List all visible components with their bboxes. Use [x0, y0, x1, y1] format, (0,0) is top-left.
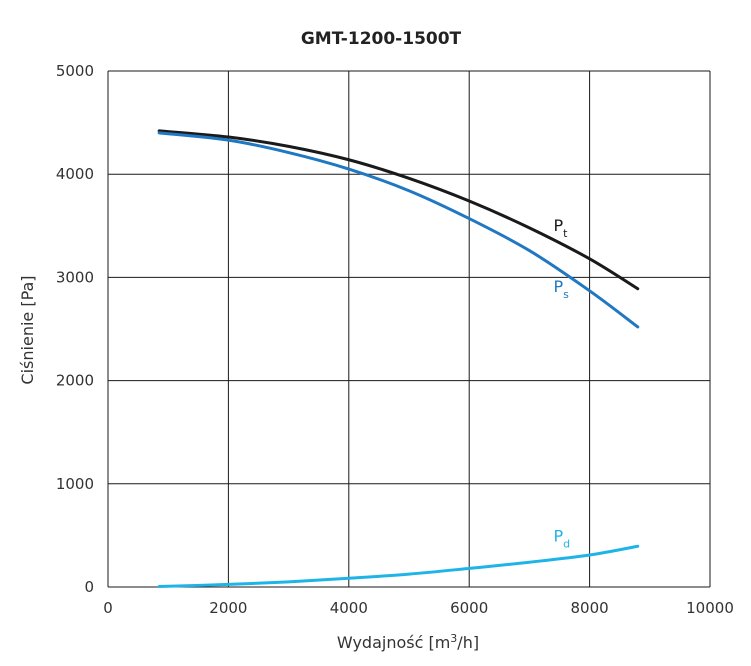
- series-lines: [157, 129, 640, 588]
- y-tick-label: 1000: [56, 475, 94, 493]
- y-tick-label: 0: [84, 578, 94, 596]
- y-tick-label: 3000: [56, 268, 94, 286]
- x-tick-label: 0: [103, 599, 113, 617]
- x-tick-labels: 0 2000 4000 6000 8000 10000: [103, 599, 734, 617]
- y-tick-label: 5000: [56, 62, 94, 80]
- series-label-ps: Ps: [553, 277, 569, 301]
- series-line-pt: [157, 129, 640, 291]
- y-tick-label: 2000: [56, 372, 94, 390]
- x-tick-label: 2000: [209, 599, 247, 617]
- series-label-pd: Pd: [553, 527, 570, 551]
- y-tick-labels: 0 1000 2000 3000 4000 5000: [56, 62, 94, 596]
- x-tick-label: 4000: [330, 599, 368, 617]
- series-line-ps: [157, 131, 640, 329]
- x-axis-label: Wydajność [m3/h]: [337, 632, 479, 653]
- series-labels: Pt Ps Pd: [553, 216, 570, 551]
- y-axis-label: Ciśnienie [Pa]: [18, 275, 37, 384]
- chart-title: GMT-1200-1500T: [301, 29, 462, 49]
- x-tick-label: 10000: [686, 599, 734, 617]
- grid: [107, 70, 711, 588]
- y-tick-label: 4000: [56, 165, 94, 183]
- x-tick-label: 6000: [450, 599, 488, 617]
- x-tick-label: 8000: [571, 599, 609, 617]
- series-line-pd: [157, 544, 640, 588]
- series-label-pt: Pt: [553, 216, 568, 240]
